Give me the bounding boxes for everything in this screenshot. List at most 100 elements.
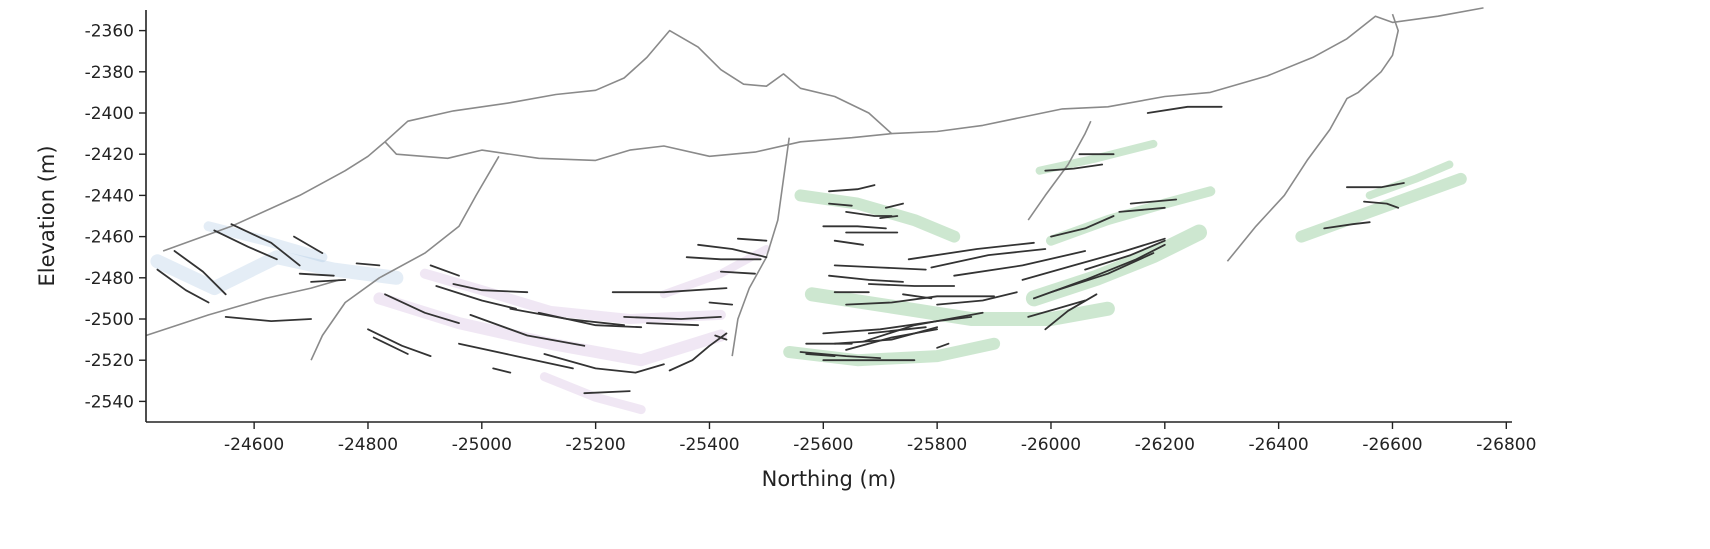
x-tick-label: -26600	[1362, 435, 1422, 455]
fracture-trace	[213, 229, 278, 261]
section-outline	[1027, 120, 1092, 221]
fracture-trace	[1027, 299, 1086, 318]
y-tick-label: -2480	[85, 269, 134, 289]
x-tick-label: -26400	[1249, 435, 1309, 455]
green-envelope	[804, 287, 1115, 326]
fracture-trace	[646, 322, 699, 327]
fracture-trace	[1021, 237, 1166, 281]
fracture-trace	[293, 235, 324, 254]
y-axis-title: Elevation (m)	[35, 145, 59, 286]
green-envelope	[1365, 160, 1454, 200]
fracture-trace	[697, 243, 768, 259]
y-tick-label: -2360	[85, 22, 134, 42]
green-envelope	[794, 189, 961, 243]
y-tick-label: -2440	[85, 186, 134, 206]
x-tick-label: -25000	[452, 435, 512, 455]
fracture-trace	[458, 342, 574, 370]
section-outline	[1226, 13, 1399, 262]
fracture-trace	[224, 316, 312, 322]
fracture-trace	[1044, 163, 1104, 172]
y-tick-label: -2540	[85, 392, 134, 412]
x-tick-label: -26200	[1135, 435, 1195, 455]
fracture-trace	[862, 311, 984, 343]
fracture-trace	[156, 268, 210, 304]
x-tick-label: -26800	[1476, 435, 1536, 455]
axes: -24600 -24800 -25000 -25200 -25400 -25600 -258…	[85, 10, 1536, 455]
x-axis-title: Northing (m)	[762, 467, 897, 491]
fracture-trace	[822, 316, 973, 335]
fracture-trace	[936, 342, 950, 349]
outline-layer	[145, 7, 1484, 361]
fracture-trace	[298, 272, 335, 277]
fracture-trace	[828, 202, 853, 207]
fracture-trace	[543, 353, 665, 374]
fracture-trace	[833, 326, 938, 345]
fracture-trace	[822, 225, 887, 230]
fracture-trace	[805, 353, 836, 357]
section-outline	[384, 132, 892, 162]
y-tick-label: -2420	[85, 145, 134, 165]
green-envelope	[783, 337, 1001, 367]
blue-envelope	[203, 221, 328, 263]
fracture-trace	[930, 248, 1047, 269]
fracture-trace	[452, 283, 529, 294]
y-tick-label: -2460	[85, 228, 134, 248]
trace-layer	[156, 105, 1405, 395]
x-axis-ticks: -24600 -24800 -25000 -25200 -25400 -25600 -258…	[224, 422, 1536, 455]
fracture-trace	[1363, 200, 1400, 209]
fracture-trace	[828, 184, 876, 193]
x-tick-label: -24600	[224, 435, 284, 455]
fracture-trace	[1084, 239, 1166, 271]
fracture-trace	[885, 202, 904, 209]
purple-envelope	[539, 372, 646, 415]
green-envelope	[1035, 139, 1158, 175]
fracture-trace	[429, 264, 460, 277]
section-outline	[731, 137, 790, 357]
fracture-trace	[845, 328, 938, 351]
fracture-trace	[492, 367, 512, 374]
fracture-trace	[953, 250, 1086, 277]
fracture-trace	[623, 316, 722, 320]
x-tick-label: -25400	[679, 435, 739, 455]
section-outline	[162, 7, 1484, 252]
fracture-trace	[936, 291, 1018, 306]
x-tick-label: -24800	[338, 435, 398, 455]
blue-envelope	[150, 250, 404, 296]
fracture-trace	[537, 311, 643, 329]
x-tick-label: -25200	[566, 435, 626, 455]
fracture-trace	[384, 293, 460, 324]
purple-envelope	[659, 245, 771, 299]
fracture-trace	[611, 287, 728, 294]
x-tick-label: -25800	[907, 435, 967, 455]
fracture-trace	[1346, 182, 1405, 189]
fracture-trace	[668, 332, 728, 372]
fracture-trace	[583, 390, 631, 395]
fracture-trace	[1323, 221, 1371, 230]
fracture-trace	[907, 241, 1035, 261]
fracture-trace	[879, 215, 899, 219]
fracture-trace	[173, 250, 227, 296]
fracture-trace	[1044, 293, 1098, 331]
fracture-trace	[1118, 206, 1166, 213]
green-envelope	[1295, 172, 1467, 243]
fracture-trace	[867, 326, 927, 335]
y-tick-label: -2500	[85, 310, 134, 330]
fracture-trace	[1146, 105, 1223, 114]
fracture-trace	[469, 314, 586, 347]
fracture-trace	[708, 301, 734, 306]
x-tick-label: -26000	[1021, 435, 1081, 455]
fracture-trace	[828, 274, 904, 283]
fracture-trace	[310, 279, 347, 283]
fracture-trace	[1050, 215, 1115, 238]
fracture-trace	[845, 295, 995, 306]
fracture-trace	[902, 293, 933, 300]
fracture-trace	[372, 336, 409, 355]
y-tick-label: -2380	[85, 63, 134, 83]
y-tick-label: -2520	[85, 351, 134, 371]
fracture-trace	[1129, 198, 1178, 205]
fracture-trace	[435, 285, 517, 310]
x-tick-label: -25600	[793, 435, 853, 455]
fracture-trace	[720, 270, 756, 275]
fracture-trace	[737, 237, 768, 242]
